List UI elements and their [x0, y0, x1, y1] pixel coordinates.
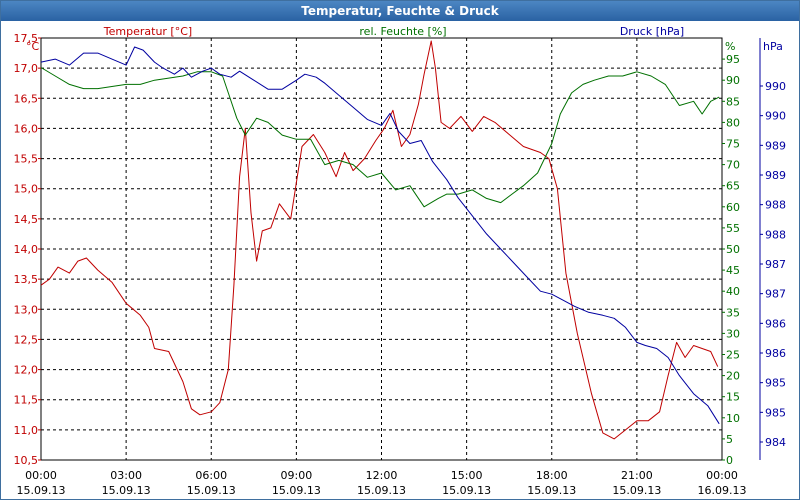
x-tick-label-date: 15.09.13 — [612, 484, 661, 497]
pressure-axis-title: Druck [hPa] — [620, 25, 684, 38]
x-tick-label-time: 00:00 — [25, 469, 57, 482]
series-line-humidity — [40, 67, 720, 208]
axis-labels: 00:00 15.09.13 03:00 15.09.13 06:00 15.09.13 0… — [14, 32, 787, 497]
pressure-tick-label: 990 — [765, 110, 786, 123]
chart-title: Temperatur, Feuchte & Druck — [1, 1, 799, 21]
temperature-axis-title: Temperatur [°C] — [103, 25, 192, 38]
humidity-tick-label: 5 — [726, 433, 733, 446]
humidity-tick-label: 75 — [726, 138, 740, 151]
pressure-tick-label: 989 — [765, 139, 786, 152]
grid-lines — [41, 38, 722, 460]
humidity-unit: % — [725, 40, 735, 53]
humidity-tick-label: 85 — [726, 95, 740, 108]
humidity-tick-label: 10 — [726, 412, 740, 425]
humidity-tick-label: 30 — [726, 327, 740, 340]
temperature-tick-label: 12,5 — [14, 333, 39, 346]
humidity-tick-label: 65 — [726, 180, 740, 193]
x-tick-label-time: 09:00 — [281, 469, 313, 482]
temperature-tick-label: 11,0 — [14, 424, 39, 437]
temperature-tick-label: 12,0 — [14, 364, 39, 377]
temperature-tick-label: 14,5 — [14, 213, 39, 226]
temperature-tick-label: 13,0 — [14, 303, 39, 316]
x-tick-label-time: 12:00 — [366, 469, 398, 482]
humidity-tick-label: 40 — [726, 285, 740, 298]
x-tick-label-date: 16.09.13 — [698, 484, 747, 497]
temperature-tick-label: 17,5 — [14, 32, 39, 45]
temperature-tick-label: 16,0 — [14, 122, 39, 135]
series-line-temperature — [40, 40, 719, 440]
pressure-tick-label: 984 — [765, 436, 786, 449]
pressure-tick-label: 989 — [765, 169, 786, 182]
pressure-tick-label: 986 — [765, 347, 786, 360]
humidity-tick-label: 45 — [726, 264, 740, 277]
pressure-tick-label: 987 — [765, 258, 786, 271]
x-tick-label-time: 21:00 — [621, 469, 653, 482]
temperature-tick-label: 15,5 — [14, 153, 39, 166]
humidity-axis-title: rel. Feuchte [%] — [359, 25, 446, 38]
series-line-pressure — [40, 46, 720, 425]
humidity-tick-label: 60 — [726, 201, 740, 214]
x-tick-label-time: 03:00 — [110, 469, 142, 482]
x-tick-label-date: 15.09.13 — [187, 484, 236, 497]
pressure-tick-label: 988 — [765, 228, 786, 241]
humidity-tick-label: 90 — [726, 74, 740, 87]
temperature-tick-label: 14,0 — [14, 243, 39, 256]
x-tick-label-time: 18:00 — [536, 469, 568, 482]
x-tick-label-time: 15:00 — [451, 469, 483, 482]
temperature-tick-label: 11,5 — [14, 394, 39, 407]
pressure-tick-label: 986 — [765, 317, 786, 330]
temperature-tick-label: 15,0 — [14, 183, 39, 196]
temperature-tick-label: 10,5 — [14, 454, 39, 467]
humidity-tick-label: 35 — [726, 306, 740, 319]
humidity-tick-label: 95 — [726, 53, 740, 66]
x-tick-label-date: 15.09.13 — [442, 484, 491, 497]
humidity-tick-label: 55 — [726, 222, 740, 235]
temperature-tick-label: 13,5 — [14, 273, 39, 286]
temperature-tick-label: 17,0 — [14, 62, 39, 75]
series-lines — [40, 40, 720, 440]
humidity-tick-label: 0 — [726, 454, 733, 467]
pressure-tick-label: 988 — [765, 199, 786, 212]
humidity-tick-label: 50 — [726, 243, 740, 256]
x-tick-label-time: 00:00 — [706, 469, 738, 482]
pressure-tick-label: 987 — [765, 288, 786, 301]
temperature-tick-label: 16,5 — [14, 92, 39, 105]
humidity-tick-label: 70 — [726, 159, 740, 172]
pressure-tick-label: 985 — [765, 377, 786, 390]
humidity-tick-label: 20 — [726, 370, 740, 383]
x-tick-label-date: 15.09.13 — [102, 484, 151, 497]
pressure-tick-label: 990 — [765, 80, 786, 93]
humidity-tick-label: 80 — [726, 116, 740, 129]
x-tick-label-date: 15.09.13 — [272, 484, 321, 497]
humidity-tick-label: 25 — [726, 349, 740, 362]
pressure-unit: hPa — [763, 40, 783, 53]
humidity-tick-label: 15 — [726, 391, 740, 404]
pressure-tick-label: 985 — [765, 406, 786, 419]
x-tick-label-date: 15.09.13 — [357, 484, 406, 497]
x-tick-label-date: 15.09.13 — [527, 484, 576, 497]
temperature-unit: °C — [26, 40, 40, 53]
x-tick-label-time: 06:00 — [195, 469, 227, 482]
x-tick-label-date: 15.09.13 — [17, 484, 66, 497]
